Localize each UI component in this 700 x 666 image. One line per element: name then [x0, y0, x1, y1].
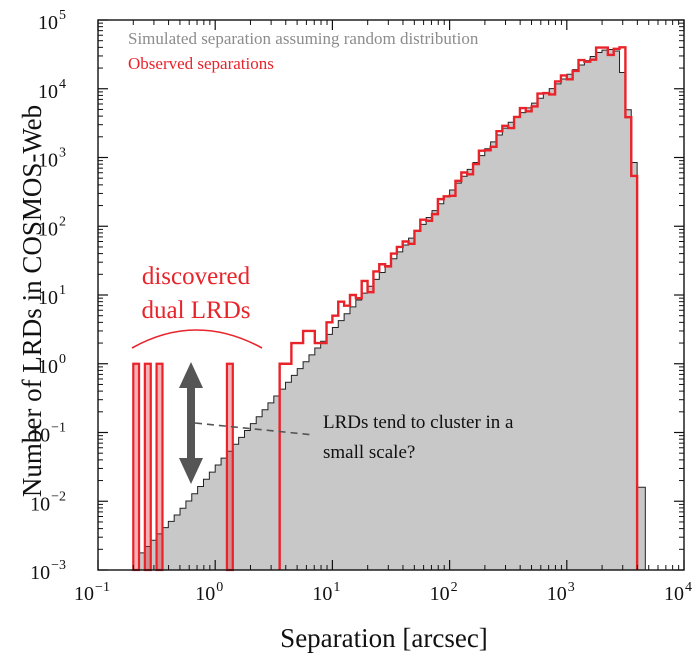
y-tick-exponent: 5: [59, 8, 66, 23]
x-tick-exponent: 1: [333, 580, 340, 595]
annotation-discovered-line1: discovered: [142, 263, 251, 290]
y-tick-exponent: 4: [59, 77, 66, 92]
y-tick-label: 104: [38, 77, 66, 103]
y-tick-exponent: −3: [51, 558, 66, 573]
annotation-discovered-line2: dual LRDs: [141, 297, 250, 324]
legend-entry-simulated: Simulated separation assuming random dis…: [128, 29, 479, 48]
observed-bar: [143, 362, 152, 572]
x-tick-label: 100: [195, 580, 223, 605]
y-tick-label: 105: [38, 8, 66, 34]
annotation-cluster-line1: LRDs tend to cluster in a: [323, 412, 514, 433]
y-tick-exponent: 2: [59, 214, 66, 229]
observed-bar: [225, 362, 234, 572]
x-tick-label: 10−1: [74, 580, 110, 605]
y-tick-exponent: −2: [51, 489, 66, 504]
double-arrow-icon: [179, 362, 203, 484]
observed-bar: [155, 362, 164, 572]
x-tick-exponent: 2: [451, 580, 458, 595]
y-tick-exponent: 3: [59, 146, 66, 161]
y-axis-title: Number of LRDs in COSMOS-Web: [17, 105, 47, 497]
x-tick-label: 104: [664, 580, 692, 605]
x-tick-exponent: −1: [95, 580, 110, 595]
x-axis-title: Separation [arcsec]: [280, 623, 488, 653]
x-tick-label: 101: [312, 580, 340, 605]
y-tick-exponent: −1: [51, 421, 66, 436]
x-tick-exponent: 0: [216, 580, 223, 595]
legend-entry-observed: Observed separations: [128, 54, 274, 73]
y-tick-label: 10−3: [30, 558, 66, 584]
x-tick-exponent: 3: [568, 580, 575, 595]
annotation-dashed-line: [194, 422, 315, 436]
annotation-cluster-line2: small scale?: [323, 442, 415, 463]
plot-area: [132, 46, 646, 572]
annotation-arc: [131, 329, 263, 349]
observed-bar: [132, 362, 141, 572]
x-tick-label: 103: [547, 580, 575, 605]
observed-histogram-line: [278, 46, 639, 571]
y-tick-exponent: 1: [59, 283, 66, 298]
x-tick-label: 102: [430, 580, 458, 605]
y-tick-exponent: 0: [59, 352, 66, 367]
x-tick-exponent: 4: [685, 580, 692, 595]
axes: 10−1 100 101 102 103 10410−310−210−1100101102…: [30, 8, 692, 605]
